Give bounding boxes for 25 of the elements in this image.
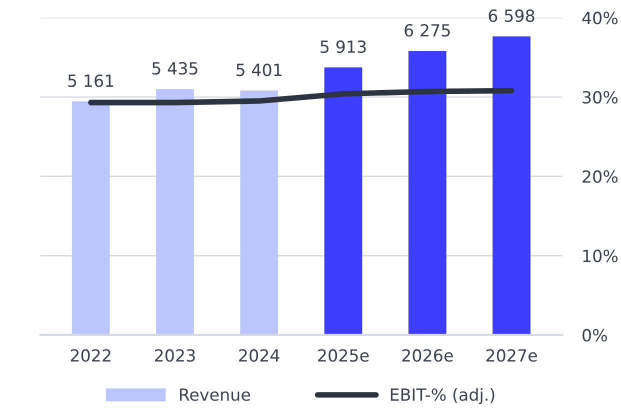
y2-tick-label: 10% [583,250,618,262]
data-label: 5 913 [320,40,366,54]
y2-tick-label: 30% [582,90,618,104]
bar [156,88,194,335]
data-label: 6 598 [488,9,534,22]
x-tick-label: 2024 [239,349,280,362]
data-label: 5 435 [152,62,198,75]
y2-tick-label: 0% [582,328,607,342]
data-label: 5 161 [68,74,114,88]
x-tick-label: 2025e [318,349,369,362]
x-tick-label: 2022 [70,349,110,362]
x-tick-label: 2027e [486,349,537,362]
bar [492,36,530,335]
x-tick-label: 2026e [402,349,453,362]
x-tick-label: 2023 [154,349,195,362]
bar [72,101,110,335]
data-label: 5 401 [236,64,282,76]
y2-tick-label: 20% [582,170,618,183]
y2-tick-label: 40% [582,12,618,24]
bar [324,67,362,335]
bar [240,90,278,335]
bar [408,50,446,335]
legend-label: EBIT-% (adj.) [390,388,494,404]
data-label: 6 275 [404,24,450,37]
legend-label: Revenue [180,388,250,401]
